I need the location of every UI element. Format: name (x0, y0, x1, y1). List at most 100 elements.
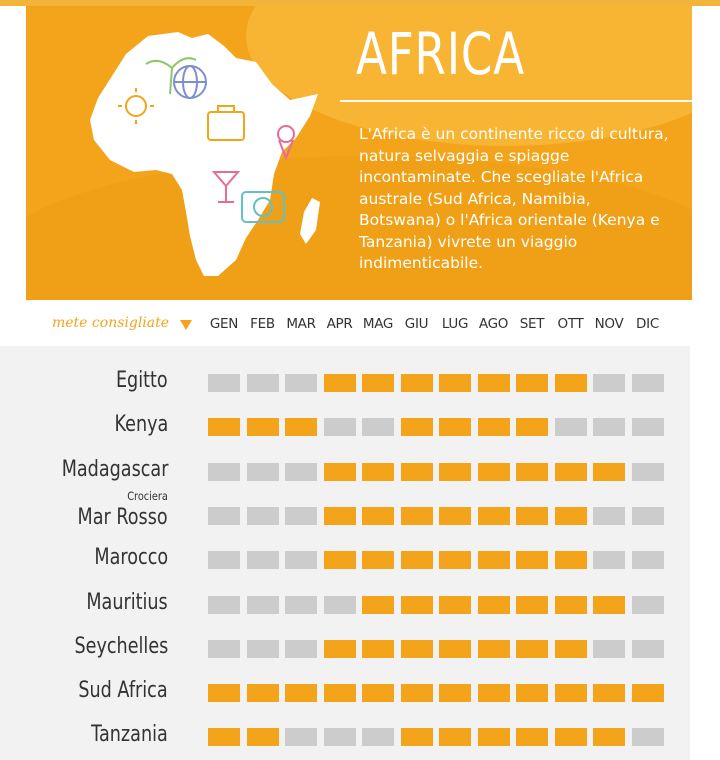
destination-row: Sud Africa (0, 670, 690, 714)
not-recommended-month-cell (631, 462, 664, 481)
globe-icon (173, 65, 207, 99)
recommended-month-cell (246, 684, 279, 703)
months-header: mete consigliate GEN FEB MAR APR MAG GIU LUG AG… (0, 304, 720, 346)
month-label: SET (519, 316, 545, 332)
not-recommended-month-cell (208, 595, 240, 614)
recommended-month-cell (323, 551, 356, 570)
not-recommended-month-cell (246, 374, 279, 392)
recommended-month-cell (362, 374, 394, 392)
not-recommended-month-cell (246, 639, 279, 658)
month-label: MAR (286, 316, 316, 332)
recommended-month-cell (593, 684, 625, 703)
recommended-month-cell (593, 728, 625, 747)
recommended-month-cell (362, 684, 394, 703)
recommended-month-cell (593, 595, 625, 614)
not-recommended-month-cell (631, 728, 664, 747)
recommended-month-cell (246, 418, 279, 437)
cocktail-icon (211, 171, 241, 203)
recommended-month-cell (400, 639, 433, 658)
recommended-month-cell (208, 728, 240, 747)
recommended-month-cell (439, 551, 471, 570)
title-divider (340, 100, 692, 102)
destination-name: Tanzania (91, 722, 168, 748)
recommended-month-cell (516, 418, 548, 437)
not-recommended-month-cell (631, 595, 664, 614)
destination-row: Marocco (0, 537, 690, 581)
recommended-month-cell (631, 684, 664, 703)
not-recommended-month-cell (246, 506, 279, 525)
page-edge (690, 346, 720, 760)
recommended-month-cell (400, 684, 433, 703)
not-recommended-month-cell (208, 462, 240, 481)
not-recommended-month-cell (208, 639, 240, 658)
recommended-month-cell (516, 462, 548, 481)
recommended-month-cell (400, 595, 433, 614)
recommended-month-cell (554, 462, 587, 481)
recommended-month-cell (362, 462, 394, 481)
africa-banner: AFRICA L'Africa è un continente ricco di… (26, 6, 692, 300)
recommended-month-cell (400, 506, 433, 525)
destination-row: Seychelles (0, 626, 690, 670)
destination-name: Mauritius (86, 589, 168, 615)
recommended-month-cell (554, 684, 587, 703)
recommended-month-cell (323, 374, 356, 392)
not-recommended-month-cell (631, 639, 664, 658)
destination-row: Madagascar (0, 449, 690, 493)
destination-row: Kenya (0, 404, 690, 448)
recommended-month-cell (439, 595, 471, 614)
banner-wave (26, 156, 692, 300)
destination-row: Mauritius (0, 582, 690, 626)
recommended-month-cell (323, 639, 356, 658)
recommended-month-cell (362, 551, 394, 570)
recommended-month-cell (362, 639, 394, 658)
month-label: OTT (557, 316, 584, 332)
recommended-month-cell (400, 462, 433, 481)
madagascar-shape (300, 198, 320, 244)
month-label: LUG (441, 316, 469, 332)
not-recommended-month-cell (285, 728, 317, 747)
recommended-month-cell (400, 551, 433, 570)
destination-name: Seychelles (74, 633, 168, 659)
month-label: FEB (250, 316, 275, 332)
not-recommended-month-cell (323, 418, 356, 437)
not-recommended-month-cell (631, 418, 664, 437)
suitcase-icon (207, 105, 245, 141)
recommended-month-cell (208, 418, 240, 437)
recommended-month-cell (554, 506, 587, 525)
recommended-month-cell (477, 684, 510, 703)
recommended-month-cell (477, 462, 510, 481)
legend-label: mete consigliate (52, 315, 170, 331)
recommended-month-cell (554, 374, 587, 392)
recommended-month-cell (400, 374, 433, 392)
recommended-month-cell (477, 374, 510, 392)
not-recommended-month-cell (554, 418, 587, 437)
recommended-month-cell (516, 506, 548, 525)
not-recommended-month-cell (285, 462, 317, 481)
recommended-month-cell (516, 639, 548, 658)
not-recommended-month-cell (593, 374, 625, 392)
page-title: AFRICA (356, 20, 525, 88)
recommended-month-cell (439, 728, 471, 747)
not-recommended-month-cell (323, 728, 356, 747)
recommended-month-cell (477, 639, 510, 658)
recommended-month-cell (246, 728, 279, 747)
sun-icon (118, 88, 154, 124)
not-recommended-month-cell (285, 639, 317, 658)
recommended-month-cell (554, 551, 587, 570)
recommended-month-cell (285, 418, 317, 437)
not-recommended-month-cell (593, 506, 625, 525)
recommended-month-cell (439, 684, 471, 703)
recommended-month-cell (554, 639, 587, 658)
month-label: GIU (404, 316, 429, 332)
recommended-month-cell (477, 418, 510, 437)
not-recommended-month-cell (285, 595, 317, 614)
recommended-month-cell (516, 374, 548, 392)
recommended-month-cell (477, 595, 510, 614)
not-recommended-month-cell (631, 374, 664, 392)
region-description: L'Africa è un continente ricco di cultur… (359, 125, 669, 272)
not-recommended-month-cell (208, 551, 240, 570)
destination-name: Mar Rosso (77, 504, 168, 530)
dropdown-arrow-icon[interactable] (180, 320, 192, 330)
month-label: APR (326, 316, 353, 332)
destination-subtitle: Crociera (127, 488, 168, 503)
